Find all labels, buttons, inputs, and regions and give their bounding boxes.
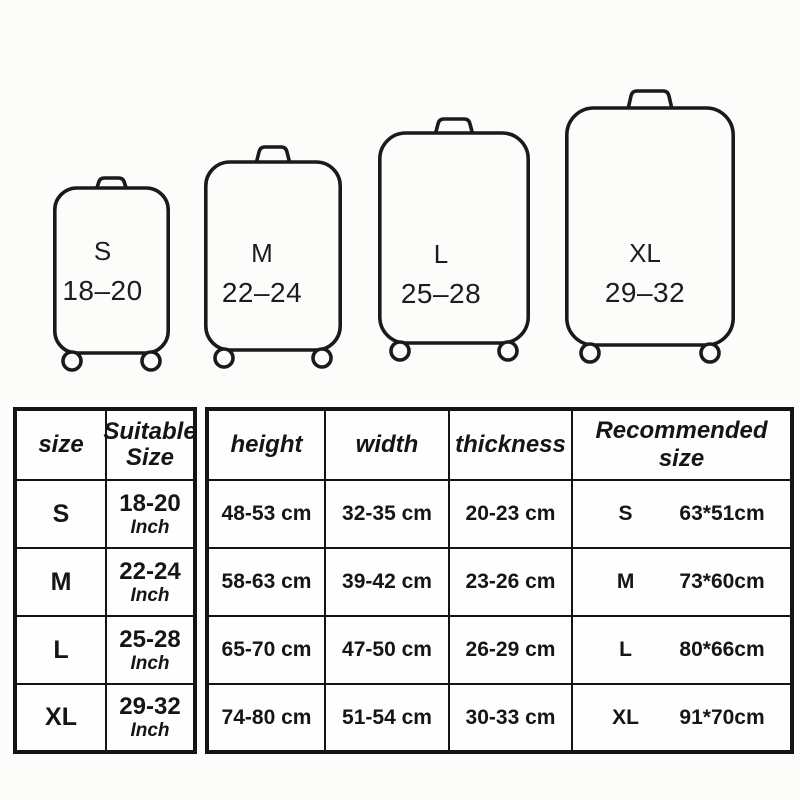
recommended-s-dims: 63*51cm [679, 502, 765, 525]
size-m: M [14, 547, 107, 617]
suitcase-m-label: M 22–24 [193, 240, 331, 307]
recommended-s-size: S [618, 502, 633, 525]
suitable-s-unit: Inch [130, 516, 170, 538]
table-row: 58-63 cm 39-42 cm 23-26 cm M 73*60cm [206, 547, 793, 617]
thickness-l: 26-29 cm [448, 615, 573, 685]
recommended-m-size: M [616, 570, 635, 593]
recommended-xl-dims: 91*70cm [679, 705, 765, 729]
thickness-m: 23-26 cm [448, 547, 573, 617]
recommended-s: S 63*51cm [571, 479, 793, 549]
thickness-header: thickness [448, 408, 573, 481]
suitcase-s-size: S [93, 236, 112, 266]
size-xl: XL [14, 683, 107, 753]
suitable-l-unit: Inch [130, 652, 170, 674]
table-row: XL 29-32 Inch [14, 683, 196, 753]
suitable-xl: 29-32 Inch [105, 683, 196, 753]
suitcase-m-size: M [251, 238, 273, 268]
table-row: 74-80 cm 51-54 cm 30-33 cm XL 91*70cm [206, 683, 793, 753]
suitcase-xl-label: XL 29–32 [560, 240, 730, 307]
table-row: 48-53 cm 32-35 cm 20-23 cm S 63*51cm [206, 479, 793, 549]
size-l: L [14, 615, 107, 685]
suitcase-s-range: 18–20 [62, 275, 143, 306]
thickness-s: 20-23 cm [448, 479, 573, 549]
recommended-m-dims: 73*60cm [679, 570, 765, 593]
suitable-xl-unit: Inch [130, 720, 170, 741]
suitable-size-header: Suitable Size [103, 408, 197, 481]
suitable-m: 22-24 Inch [105, 547, 196, 617]
suitcase-l-label: L 25–28 [365, 241, 517, 308]
table-row: L 25-28 Inch [14, 615, 196, 685]
suitable-m-unit: Inch [130, 584, 170, 606]
suitcase-outline [377, 117, 530, 362]
suitcase-l-icon [377, 117, 530, 365]
size-s: S [14, 479, 107, 549]
suitcase-m-range: 22–24 [221, 277, 303, 308]
suitable-s: 18-20 Inch [105, 479, 196, 549]
suitcase-m-icon [203, 145, 342, 372]
suitable-m-range: 22-24 [119, 557, 181, 585]
recommended-l-dims: 80*66cm [679, 638, 765, 661]
height-m: 58-63 cm [206, 547, 326, 617]
table-row: 65-70 cm 47-50 cm 26-29 cm L 80*66cm [206, 615, 793, 685]
suitable-l-range: 25-28 [119, 625, 181, 653]
width-header: width [324, 408, 450, 481]
suitcase-outline [52, 176, 171, 372]
thickness-xl: 30-33 cm [448, 683, 573, 753]
width-xl: 51-54 cm [324, 683, 450, 753]
recommended-l: L 80*66cm [571, 615, 793, 685]
width-s: 32-35 cm [324, 479, 450, 549]
recommended-xl: XL 91*70cm [571, 683, 793, 753]
height-header: height [206, 408, 326, 481]
recommended-m: M 73*60cm [571, 547, 793, 617]
recommended-size-header: Recommended size [571, 408, 793, 481]
suitcase-outline [564, 89, 735, 364]
suitcase-xl-range: 29–32 [604, 277, 686, 308]
suitcase-xl-size: XL [629, 238, 661, 268]
height-l: 65-70 cm [206, 615, 326, 685]
recommended-l-size: L [619, 638, 632, 661]
recommended-xl-size: XL [612, 705, 639, 729]
size-header: size [14, 408, 107, 481]
height-xl: 74-80 cm [206, 683, 326, 753]
suitable-l: 25-28 Inch [105, 615, 196, 685]
suitcase-outline [203, 145, 342, 369]
suitcase-xl-icon [564, 89, 735, 367]
width-m: 39-42 cm [324, 547, 450, 617]
table-row: S 18-20 Inch [14, 479, 196, 549]
suitcase-s-icon [52, 176, 171, 375]
suitcase-l-size: L [433, 239, 449, 269]
dimension-table: height width thickness Recommended size … [205, 407, 794, 754]
dimension-table-header-row: height width thickness Recommended size [206, 408, 793, 481]
suitcase-l-range: 25–28 [400, 278, 482, 309]
suitable-s-range: 18-20 [119, 489, 181, 517]
suitcase-s-label: S 18–20 [44, 238, 161, 305]
suitable-xl-range: 29-32 [119, 693, 181, 720]
size-table: size Suitable Size S 18-20 Inch M 22-24 … [13, 407, 197, 754]
height-s: 48-53 cm [206, 479, 326, 549]
table-row: M 22-24 Inch [14, 547, 196, 617]
size-table-header-row: size Suitable Size [14, 408, 197, 481]
width-l: 47-50 cm [324, 615, 450, 685]
